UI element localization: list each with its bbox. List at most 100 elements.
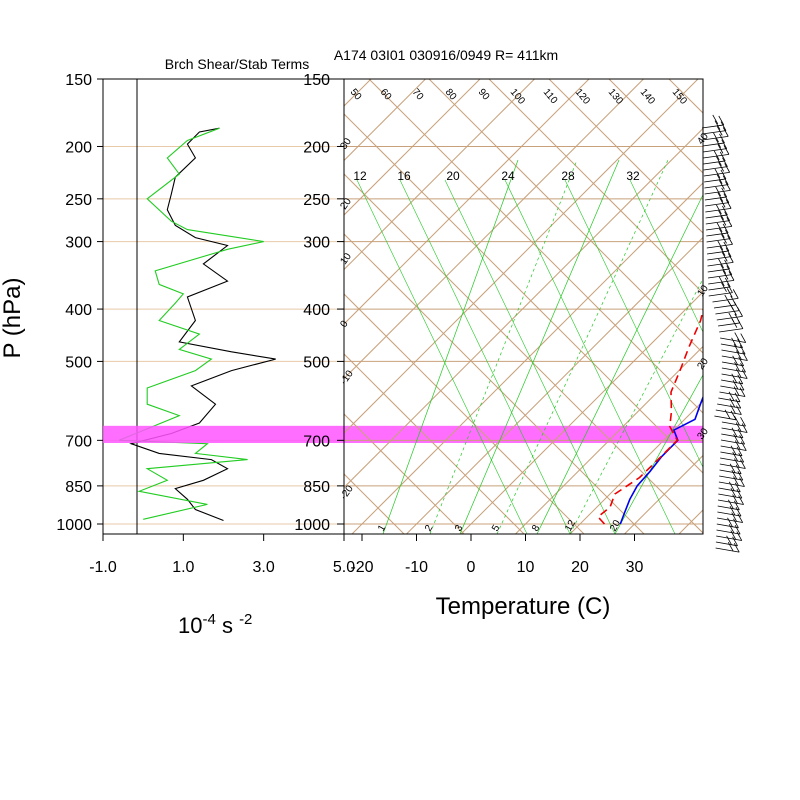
wind-barb <box>718 487 741 493</box>
wind-barb-flag <box>721 234 727 244</box>
wind-barb-flag <box>731 373 738 384</box>
wind-barb <box>707 256 732 261</box>
isotherm <box>734 64 800 534</box>
isotherm <box>0 64 277 534</box>
wind-barb-flag <box>718 115 725 126</box>
theta-label: 20 <box>338 196 354 212</box>
wind-barb-flag <box>719 180 725 190</box>
mixing-ratio-label: 28 <box>561 169 575 183</box>
dry-adiabat <box>344 173 703 534</box>
dry-adiabat <box>608 79 703 174</box>
wind-barb-flag <box>740 441 747 451</box>
wind-barb-flag <box>722 175 729 185</box>
dry-adiabat <box>344 113 703 474</box>
isotherm <box>460 291 703 534</box>
y-tick-label: 200 <box>65 139 92 156</box>
wind-barb <box>703 171 730 177</box>
wind-barb-flag <box>720 264 727 274</box>
wind-barb <box>721 367 746 373</box>
isotherm <box>344 79 645 380</box>
wind-barb <box>717 403 741 409</box>
wind-barb-flag <box>731 512 738 522</box>
wind-barb-flag <box>740 459 746 469</box>
dewpoint-profile-line <box>596 306 703 525</box>
wind-barb-flag <box>739 344 746 355</box>
wind-barb-flag <box>738 380 745 391</box>
wind-barb-flag <box>734 440 741 450</box>
wind-barb-flag <box>722 205 728 216</box>
dry-adiabat <box>0 64 284 534</box>
dry-adiabat <box>368 79 703 414</box>
dry-adiabat <box>548 79 703 234</box>
y-tick-label: 1000 <box>294 517 330 534</box>
wind-barb <box>719 328 743 333</box>
isotherm-label: 60 <box>378 87 394 103</box>
wind-barb-flag <box>714 168 721 179</box>
wind-barb <box>721 361 744 367</box>
wind-barb-flag <box>727 253 734 263</box>
wind-barb-flag <box>716 156 722 166</box>
wind-barb-flag <box>733 433 739 444</box>
wind-barb <box>713 304 736 309</box>
wind-barb-flag <box>727 517 733 528</box>
wind-barb <box>708 292 733 297</box>
wind-barb-flag <box>717 240 724 251</box>
wind-barb <box>707 268 730 273</box>
wind-barb-flag <box>735 506 742 517</box>
isotherm-label: 120 <box>573 87 592 107</box>
wind-barb-flag <box>717 144 724 154</box>
wind-barb-flag <box>734 482 741 493</box>
right-panel-title: A174 03I01 030916/0949 R= 411km <box>334 47 558 63</box>
theta-label: 10 <box>338 251 354 267</box>
mixing-ratio-line <box>356 179 528 534</box>
wind-barb-flag <box>737 470 744 481</box>
wind-barb-flag <box>729 463 736 474</box>
wind-barb-flag <box>720 169 727 180</box>
dry-adiabat <box>344 293 585 534</box>
y-tick-label: 500 <box>303 354 330 371</box>
wind-barb <box>716 535 742 541</box>
y-tick-label: 250 <box>303 192 330 209</box>
wind-barb <box>717 322 740 327</box>
wind-barb-flag <box>735 464 742 475</box>
wind-barb-flag <box>734 332 741 342</box>
wind-barb-flag <box>721 252 728 262</box>
y-tick-label: 400 <box>65 302 92 319</box>
y-tick-label: 300 <box>65 235 92 252</box>
wind-barb-flag <box>719 198 726 208</box>
y-tick-label: 1000 <box>56 517 92 534</box>
wind-barb-flag <box>733 343 740 354</box>
wind-barb <box>720 439 745 445</box>
wind-barb <box>703 160 726 165</box>
wind-barb-flag <box>721 187 728 198</box>
x-tick-label: 0 <box>467 559 476 576</box>
y-tick-label: 300 <box>303 235 330 252</box>
isotherm <box>624 454 703 534</box>
wind-barb-flag <box>734 524 741 535</box>
wind-barb-flag <box>715 138 722 148</box>
wind-barb <box>704 184 729 189</box>
wind-barb <box>719 463 746 469</box>
theta-label: -10 <box>338 368 356 387</box>
wind-barb-flag <box>736 488 743 499</box>
wind-barb-flag <box>722 223 729 234</box>
wind-barb <box>717 511 742 517</box>
wind-barb <box>720 445 747 451</box>
wind-barb <box>705 214 728 219</box>
isotherm <box>406 236 703 534</box>
wind-barb-flag <box>734 500 740 511</box>
wind-barbs <box>701 114 748 553</box>
wind-barb <box>716 523 739 529</box>
wind-barb-flag <box>731 318 738 328</box>
wind-barb-flag <box>730 410 737 421</box>
mixing-ratio-line <box>614 374 703 534</box>
wind-barb <box>706 232 729 237</box>
isotherm-label: 110 <box>541 87 560 107</box>
wind-barb-flag <box>731 469 738 480</box>
wind-barb-flag <box>725 181 731 191</box>
dry-adiabat <box>488 79 703 294</box>
mixing-ratio-bottom-label: 8 <box>530 523 543 534</box>
isotherm <box>344 79 427 162</box>
dry-adiabat <box>428 79 703 354</box>
isotherm <box>515 345 703 534</box>
